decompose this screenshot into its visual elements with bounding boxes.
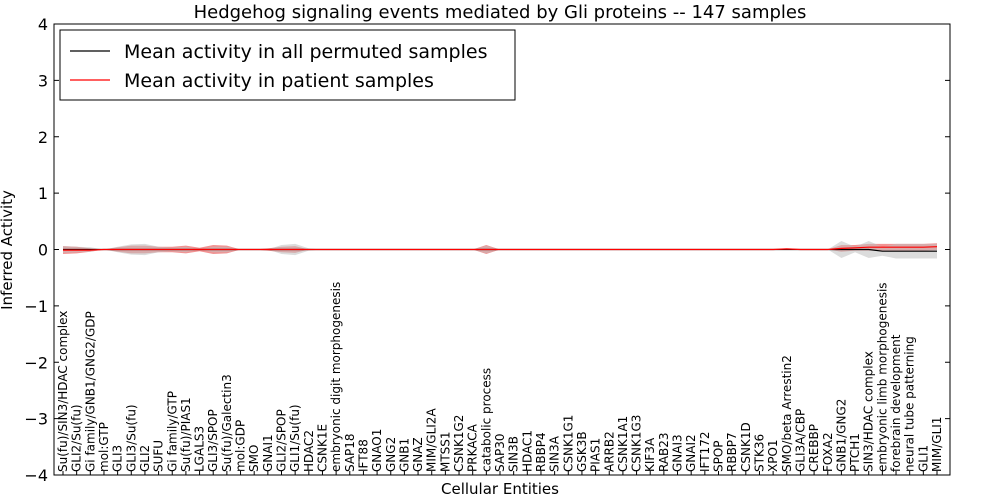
x-tick-label: FOXA2	[821, 432, 835, 472]
x-tick-label: XPO1	[766, 439, 780, 472]
y-tick-label: 0	[38, 241, 48, 260]
x-tick-label: RBBP7	[725, 432, 739, 472]
y-tick-label: 1	[38, 184, 48, 203]
y-tick-label: 3	[38, 71, 48, 90]
x-tick-label: GLI3	[111, 445, 125, 472]
x-tick-label: GNAI1	[261, 434, 275, 472]
x-tick-label: LGALS3	[193, 426, 207, 472]
legend-box	[59, 29, 516, 101]
x-tick-label: RBBP4	[534, 432, 548, 472]
x-tick-label: forebrain development	[889, 334, 903, 472]
x-tick-label: ARRB2	[602, 431, 616, 472]
y-tick-label: −2	[24, 353, 48, 372]
x-tick-label: GSK3B	[575, 431, 589, 472]
x-tick-label: Su(fu)/Galectin3	[220, 374, 234, 472]
x-tick-label: SMO/beta Arrestin2	[780, 355, 794, 472]
x-tick-label: catabolic process	[479, 368, 493, 472]
x-tick-label: GLI2/Su(fu)	[70, 404, 84, 472]
x-tick-label: CSNK1E	[316, 424, 330, 472]
x-tick-label: CSNK1A1	[616, 416, 630, 472]
x-tick-label: SMO	[247, 445, 261, 472]
x-tick-label: SUFU	[152, 440, 166, 472]
x-tick-label: KIF3A	[643, 437, 657, 472]
x-tick-label: GLI1	[916, 445, 930, 472]
x-tick-label: CSNK1G3	[630, 415, 644, 472]
x-tick-label: CSNK1G1	[561, 415, 575, 472]
x-tick-label: GNB1	[397, 438, 411, 472]
x-tick-label: MIM/GLI1	[930, 417, 944, 472]
x-tick-label: PRKACA	[466, 423, 480, 472]
x-tick-label: GNAZ	[411, 437, 425, 472]
x-tick-label: GLI2/SPOP	[275, 409, 289, 472]
x-tick-label: GLI2	[138, 445, 152, 472]
x-tick-labels: Su(fu)/SIN3/HDAC complex GLI2/Su(fu) Gi fa…	[56, 282, 944, 475]
y-tick-label: 4	[38, 15, 48, 34]
x-tick-label: neural tube patterning	[903, 336, 917, 472]
x-tick-label: CSNK1G2	[452, 415, 466, 472]
x-tick-label: CREBBP	[807, 424, 821, 472]
y-tick-label: −3	[24, 410, 48, 429]
x-tick-label: embryonic digit morphogenesis	[329, 282, 343, 472]
x-tick-label: GNG2	[384, 437, 398, 472]
x-tick-label: GLI3A/CBP	[793, 409, 807, 472]
x-tick-label: Su(fu)/SIN3/HDAC complex	[56, 311, 70, 472]
x-tick-label: SIN3B	[507, 436, 521, 472]
x-tick-label: SAP30	[493, 433, 507, 472]
x-tick-label: embryonic limb morphogenesis	[875, 282, 889, 472]
x-tick-label: GLI1/Su(fu)	[288, 404, 302, 472]
legend-label-patient: Mean activity in patient samples	[124, 70, 434, 92]
x-tick-label: Gi family/GTP	[165, 391, 179, 472]
x-tick-label: mol:GDP	[234, 420, 248, 472]
x-tick-label: STK36	[753, 434, 767, 472]
y-axis: Inferred Activity 4 3 2 1 0 −1 −2 −3 −4	[0, 15, 950, 485]
x-tick-label: GNAI3	[671, 434, 685, 472]
x-tick-label: PIAS1	[589, 438, 603, 472]
x-tick-label: SPOP	[712, 440, 726, 472]
permuted-band	[63, 241, 937, 259]
y-axis-label: Inferred Activity	[0, 190, 16, 310]
x-tick-label: SAP18	[343, 433, 357, 472]
x-tick-label: IFT172	[698, 432, 712, 472]
series-lines	[63, 246, 938, 252]
x-axis-label: Cellular Entities	[441, 480, 559, 498]
x-tick-label: HDAC2	[302, 430, 316, 472]
x-tick-label: IFT88	[356, 439, 370, 472]
x-tick-label: PTCH1	[848, 433, 862, 472]
y-tick-label: −4	[24, 466, 48, 485]
x-tick-label: GLI3/SPOP	[206, 409, 220, 472]
y-tick-label: 2	[38, 128, 48, 147]
chart-title: Hedgehog signaling events mediated by Gl…	[194, 2, 807, 23]
plot-frame	[53, 23, 951, 476]
x-tick-label: MIM/GLI2A	[425, 408, 439, 472]
patient-mean-line	[63, 246, 938, 251]
x-tick-label: SIN3A	[548, 435, 562, 472]
x-tick-label: RAB23	[657, 432, 671, 472]
x-tick-label: MTSS1	[438, 431, 452, 472]
x-tick-label: GNAO1	[370, 429, 384, 472]
x-tick-label: HDAC1	[520, 430, 534, 472]
x-tick-label: Gi family/GNB1/GNG2/GDP	[83, 311, 97, 472]
x-tick-label: Su(fu)/PIAS1	[179, 397, 193, 472]
x-tick-label: CSNK1D	[739, 422, 753, 472]
x-tick-label: SIN3/HDAC complex	[862, 351, 876, 472]
x-tick-label: GNB1/GNG2	[834, 399, 848, 472]
legend: Mean activity in all permuted samples Me…	[59, 29, 516, 101]
y-tick-label: −1	[24, 297, 48, 316]
x-tick-label: GNAI2	[684, 434, 698, 472]
x-tick-label: mol:GTP	[97, 422, 111, 472]
legend-label-permuted: Mean activity in all permuted samples	[124, 41, 487, 63]
confidence-bands	[63, 241, 937, 259]
x-tick-label: GLI3/Su(fu)	[124, 404, 138, 472]
